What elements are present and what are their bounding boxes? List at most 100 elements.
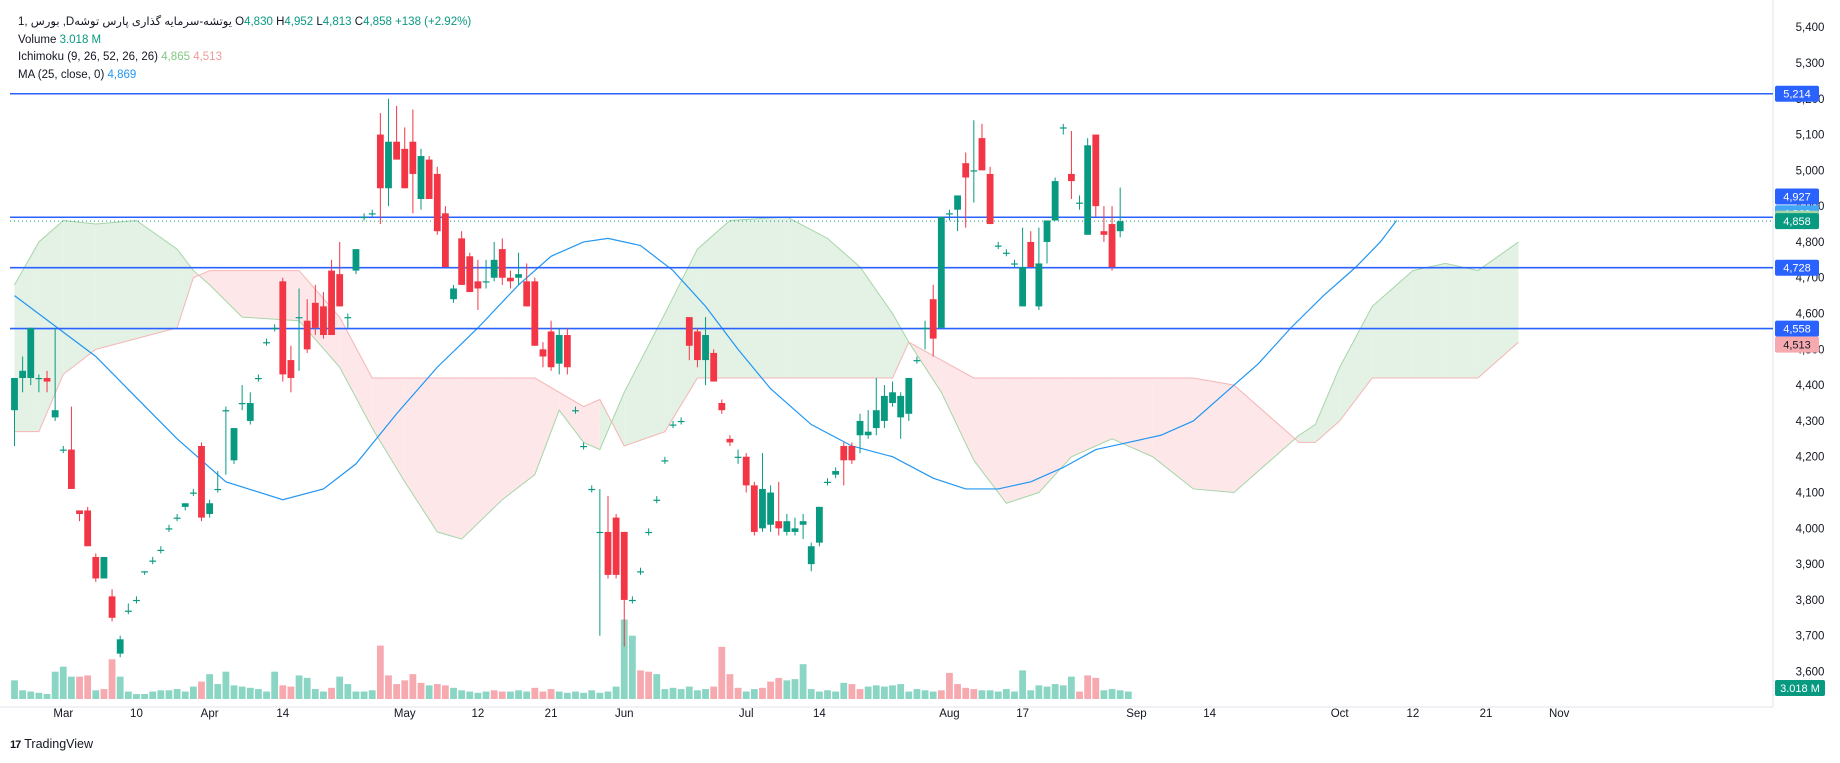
volume-bar (84, 675, 92, 699)
volume-bar (108, 659, 116, 699)
volume-bar (409, 674, 417, 699)
volume-bar (807, 689, 815, 699)
volume-bar (68, 676, 75, 699)
volume-bar (628, 635, 636, 699)
senkou-span-a (14, 216, 1519, 540)
cloud-segment (95, 220, 137, 350)
volume-bar (669, 687, 677, 699)
candle-body (881, 395, 888, 421)
candle-body (677, 420, 685, 423)
price-axis[interactable]: 5,4005,3005,2005,1005,0004,9004,8004,700… (1775, 22, 1825, 696)
volume-bar (791, 679, 799, 699)
volume-bar (263, 691, 270, 699)
volume-bar (360, 691, 368, 699)
candle-body (368, 213, 376, 215)
price-tick-label: 3,700 (1796, 631, 1825, 643)
candle-body (490, 259, 498, 278)
volume-bar (954, 684, 961, 699)
candle-body (1068, 173, 1075, 182)
price-label-text: 4,728 (1783, 263, 1811, 275)
volume-bar (59, 666, 67, 699)
cloud-segment (1193, 377, 1234, 493)
candle-body (336, 274, 344, 307)
time-axis[interactable]: Mar 10 Apr 14 May 12 21 Jun Jul 14 Aug 17 Sep 14 Oct 12… (53, 708, 1569, 720)
cloud-segment (1234, 385, 1275, 493)
cloud-segment (14, 241, 39, 432)
volume-bar (913, 689, 921, 699)
cloud-segment (583, 399, 600, 450)
candle-body (515, 274, 522, 278)
candle-body (986, 173, 994, 225)
price-label-text: 4,513 (1783, 340, 1811, 352)
cloud-segment (892, 313, 909, 378)
volume-bar (726, 674, 734, 699)
cloud-segment (1445, 263, 1478, 378)
volume-bar (393, 684, 401, 699)
price-label-badge (1775, 259, 1819, 276)
volume-bar (702, 689, 709, 699)
candle-body (1059, 127, 1067, 129)
volume-bar (685, 686, 693, 699)
cloud-segment (339, 317, 373, 429)
candle-body (1035, 263, 1043, 307)
candle-body (165, 528, 173, 530)
volume-bar (677, 689, 685, 699)
volume-bar (214, 684, 222, 699)
volume-bar (962, 687, 970, 699)
volume-bar (466, 691, 474, 699)
volume-bar (1027, 690, 1035, 699)
candle-body (303, 320, 311, 350)
candle-body (393, 141, 401, 160)
candle-body (181, 503, 189, 507)
legend-ichimoku-row[interactable]: Ichimoku (9, 26, 52, 26, 26) 4,865 4,513 (18, 49, 471, 67)
price-tick-label: 4,200 (1796, 452, 1825, 464)
volume-bar (352, 691, 360, 699)
volume-bar (970, 689, 978, 699)
volume-bar (287, 686, 295, 699)
candle-body (425, 159, 433, 199)
volume-bar (173, 689, 181, 699)
price-label-text: 4,858 (1783, 216, 1811, 228)
volume-bar (1011, 691, 1018, 699)
candle-body (612, 517, 620, 575)
volume-bar (100, 689, 108, 699)
volume-bar (385, 675, 392, 699)
volume-bar (580, 692, 587, 699)
cloud-segment (664, 249, 698, 432)
legend-ma-row[interactable]: MA (25, close, 0) 4,869 (18, 67, 471, 85)
time-tick-label: 10 (130, 708, 143, 720)
ma-value: 4,869 (107, 68, 137, 81)
volume-bar (498, 691, 506, 699)
chart-legend: 1, بورس ,Dیوتشه-سرمایه گذاری پارس توشه O… (18, 14, 471, 84)
symbol-name[interactable]: 1, بورس ,Dیوتشه-سرمایه گذاری پارس توشه (18, 16, 232, 28)
candle-body (507, 277, 514, 282)
close-value: 4,858 (363, 16, 392, 28)
candle-body (929, 299, 937, 339)
time-tick-label: 14 (813, 708, 826, 720)
volume-bar (563, 692, 571, 699)
candle-body (994, 245, 1002, 247)
time-tick-label: Apr (201, 708, 219, 720)
volume-bar (775, 677, 783, 699)
legend-volume-row[interactable]: Volume 3.018 M (18, 32, 471, 50)
volume-bar (433, 684, 441, 699)
candle-body (133, 599, 140, 602)
price-tick-label: 4,400 (1796, 380, 1825, 392)
candle-body (409, 141, 417, 174)
volume-bar (279, 685, 287, 699)
volume-bar (523, 691, 531, 699)
candle-body (555, 335, 563, 364)
volume-bar (507, 691, 514, 699)
legend-symbol-row: 1, بورس ,Dیوتشه-سرمایه گذاری پارس توشه O… (18, 14, 471, 32)
candle-body (547, 331, 555, 368)
volume-bar (133, 694, 140, 699)
candle-body (759, 488, 766, 529)
ichimoku-value-2: 4,513 (193, 51, 222, 63)
volume-bar (1116, 690, 1124, 699)
candle-body (596, 531, 604, 534)
tradingview-brand[interactable]: 17 TradingView (10, 737, 93, 751)
candle-body (791, 528, 799, 532)
volume-bar (1084, 675, 1092, 699)
candle-body (214, 488, 222, 491)
